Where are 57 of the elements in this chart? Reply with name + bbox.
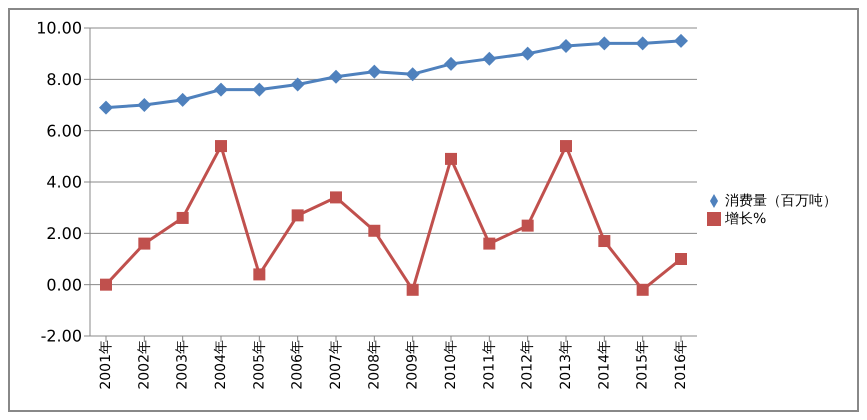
point	[636, 36, 650, 50]
point	[367, 64, 382, 79]
point	[482, 52, 496, 66]
x-tick-label: 2004年	[212, 340, 229, 390]
point	[597, 36, 612, 50]
x-tick-label: 2001年	[98, 340, 114, 390]
point	[445, 152, 457, 165]
point	[252, 82, 266, 97]
point	[290, 77, 305, 92]
point	[215, 140, 227, 152]
point	[444, 56, 458, 71]
point	[406, 284, 419, 296]
point	[100, 278, 112, 291]
y-tick-label: 10.00	[36, 18, 82, 38]
x-tick-label: 2005年	[251, 340, 268, 390]
point	[329, 70, 343, 84]
x-tick-label: 2016年	[672, 340, 689, 390]
x-tick-label: 2002年	[136, 340, 152, 390]
x-tick-label: 2006年	[290, 340, 306, 390]
point	[137, 98, 152, 112]
x-tick-label: 2003年	[174, 340, 191, 390]
point	[253, 268, 266, 280]
point	[99, 100, 113, 115]
legend-label: 消费量（百万吨）	[725, 193, 837, 209]
point	[675, 253, 687, 265]
point	[636, 284, 649, 296]
point	[138, 238, 150, 250]
point	[560, 140, 572, 152]
y-tick-label: 0.00	[46, 275, 82, 294]
point	[176, 92, 190, 107]
y-tick-label: 6.00	[46, 121, 82, 140]
x-tick-label: 2015年	[634, 340, 651, 390]
x-tick-label: 2013年	[558, 340, 574, 390]
point	[598, 235, 610, 248]
point	[176, 212, 189, 224]
x-tick-label: 2011年	[481, 340, 498, 390]
x-tick-label: 2010年	[442, 340, 459, 390]
x-tick-label: 2012年	[520, 340, 536, 390]
y-tick-label: 8.00	[46, 70, 82, 90]
point	[214, 82, 228, 97]
point	[520, 46, 535, 61]
point	[674, 34, 688, 48]
point	[483, 238, 496, 250]
point	[406, 67, 420, 82]
legend-label: 增长%	[725, 211, 766, 227]
point	[292, 209, 304, 222]
point	[559, 38, 573, 53]
point	[368, 224, 380, 237]
x-tick-label: 2014年	[596, 340, 612, 390]
point	[330, 191, 342, 204]
x-tick-label: 2007年	[328, 340, 344, 390]
x-tick-label: 2009年	[404, 340, 421, 390]
x-tick-label: 2008年	[366, 340, 382, 390]
point	[522, 220, 534, 232]
y-tick-label: -2.00	[40, 326, 82, 346]
y-tick-label: 4.00	[46, 172, 82, 192]
y-tick-label: 2.00	[46, 224, 82, 244]
